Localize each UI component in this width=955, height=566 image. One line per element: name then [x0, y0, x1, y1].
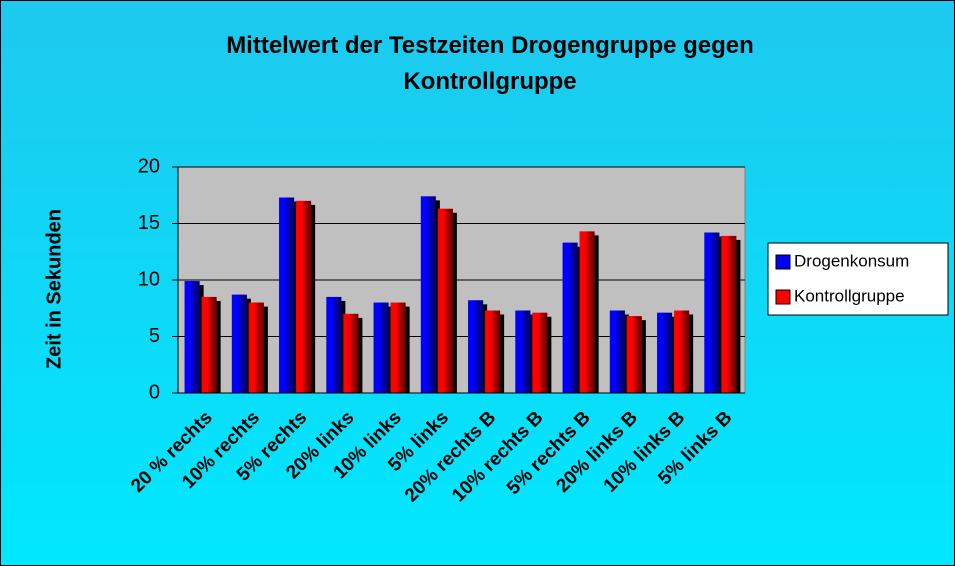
chart-title: Mittelwert der Testzeiten Drogengruppe g…: [226, 32, 754, 95]
bar-shade: [657, 312, 673, 393]
bar-shade: [420, 196, 436, 393]
bar-shade: [279, 197, 295, 393]
bar-shade: [721, 235, 737, 393]
bar-shade: [390, 302, 406, 393]
legend-swatch: [775, 289, 791, 305]
bar-shade: [579, 231, 595, 393]
bar-shade: [248, 302, 264, 393]
legend: [767, 242, 949, 316]
bar-shade: [231, 294, 247, 393]
bar-shade: [468, 300, 484, 393]
bar-shade: [562, 242, 578, 393]
bar-shade: [485, 310, 501, 393]
bar-shade: [674, 310, 690, 393]
bar-shade: [296, 200, 312, 393]
bar-shade: [609, 310, 625, 393]
bar-shade: [515, 310, 531, 393]
bar-shade: [201, 296, 217, 393]
legend-label: Drogenkonsum: [794, 251, 909, 270]
y-tick-label: 10: [138, 268, 160, 290]
title-line: Kontrollgruppe: [403, 68, 576, 95]
bar-shade: [437, 208, 453, 393]
y-tick-label: 20: [138, 155, 160, 177]
bar-shade: [704, 232, 720, 393]
bar-shade: [326, 296, 342, 393]
y-axis-title: Zeit in Sekunden: [43, 209, 65, 369]
y-tick-label: 0: [149, 381, 160, 403]
title-line: Mittelwert der Testzeiten Drogengruppe g…: [226, 32, 754, 59]
bar-shade: [532, 312, 548, 393]
bar-shade: [626, 316, 642, 393]
legend-label: Kontrollgruppe: [794, 286, 905, 305]
legend-swatch: [775, 254, 791, 270]
y-tick-label: 5: [149, 325, 160, 347]
bar-shade: [184, 281, 200, 393]
y-tick-label: 15: [138, 212, 160, 234]
bar-shade: [343, 313, 359, 393]
bar-shade: [373, 302, 389, 393]
